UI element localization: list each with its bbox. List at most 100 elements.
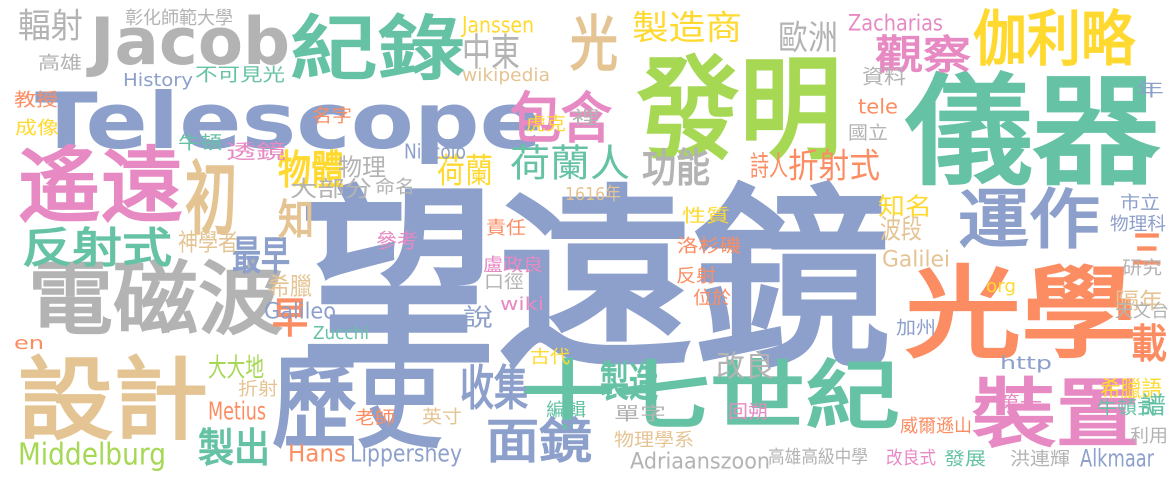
word-108: 回朔 [728, 401, 768, 424]
word-32: Middelburg [18, 436, 167, 473]
word-24: 輻射 [18, 6, 83, 47]
word-10: 遙遠 [18, 137, 184, 234]
word-74: 名字 [312, 105, 352, 128]
word-107: 單字 [614, 403, 666, 426]
word-89: wiki [500, 293, 544, 316]
word-25: 物體 [278, 146, 345, 194]
word-31: 最早 [232, 232, 291, 280]
word-62: Niccolò [404, 140, 467, 165]
word-23: 荷蘭人 [510, 142, 631, 187]
word-3: 發明 [637, 45, 842, 176]
word-91: 市立 [1120, 192, 1160, 215]
word-70: 裡 [572, 107, 600, 130]
word-104: 老師 [355, 407, 395, 430]
word-43: Zacharias [848, 9, 944, 37]
word-51: Galilei [882, 245, 951, 273]
word-63: http [1000, 352, 1053, 375]
word-81: 1616年 [565, 183, 621, 206]
word-84: 洛杉磯 [677, 235, 742, 258]
word-42: Adriaanszoon [630, 447, 771, 475]
word-45: 詩人 [750, 150, 789, 184]
word-38: 載 [1131, 320, 1168, 368]
word-69: 虎克 [526, 113, 566, 136]
word-111: 高雄高級中學 [768, 446, 868, 469]
word-50: 大部分 [290, 175, 373, 203]
word-82: 性質 [682, 205, 731, 228]
word-92: 物理科 [1110, 213, 1166, 236]
word-7: 歷史 [272, 346, 443, 463]
word-28: 製出 [198, 424, 271, 472]
word-6: 十七世紀 [520, 353, 901, 441]
word-90: Zucchi [313, 322, 370, 345]
word-27: 收集 [460, 360, 529, 417]
word-85: 盧政良 [483, 254, 543, 277]
word-71: 資料 [862, 65, 906, 90]
word-21: 觀察 [875, 31, 971, 79]
word-56: 大大地 [208, 352, 265, 384]
word-65: 高雄 [38, 52, 82, 75]
word-35: 製造 [600, 358, 658, 408]
word-97: 牛頓式 [1097, 397, 1157, 420]
word-114: 洪連輝 [1010, 448, 1070, 471]
word-101: 折射 [238, 378, 278, 401]
word-76: 透鏡 [226, 140, 287, 165]
word-72: 教授 [14, 89, 58, 112]
word-105: 英寸 [422, 406, 462, 429]
word-57: Metius [208, 397, 266, 427]
word-112: 改良式 [886, 447, 936, 470]
word-55: 參考 [376, 229, 419, 254]
word-39: Lippershey [350, 440, 463, 469]
word-4: Telescope [35, 75, 542, 167]
word-110: 威爾遜山 [900, 415, 973, 438]
word-8: 設計 [18, 347, 209, 453]
word-95: org [986, 275, 1017, 298]
word-100: en [14, 332, 45, 355]
word-93: 研究 [1122, 257, 1162, 280]
word-52: Galileo [264, 297, 337, 325]
word-83: 責任 [486, 217, 526, 240]
word-78: 國立 [848, 122, 888, 145]
word-103: 編輯 [546, 399, 586, 422]
word-109: 第一 [998, 392, 1042, 415]
word-1: 望遠鏡 [300, 168, 891, 396]
word-12: Jacob [90, 4, 291, 81]
word-36: 早 [272, 294, 309, 344]
word-75: 牛頓 [178, 132, 222, 155]
word-87: 反射 [676, 265, 716, 288]
word-98: 譜 [1140, 392, 1167, 421]
word-13: 裝置 [972, 371, 1140, 459]
word-26: 功能 [642, 144, 711, 192]
word-67: History [123, 69, 193, 92]
word-49: 物理 [338, 154, 387, 183]
word-113: 發展 [944, 448, 986, 471]
word-30: 荷蘭 [437, 151, 493, 192]
word-37: 知 [278, 196, 315, 246]
word-2: 儀器 [905, 62, 1160, 202]
word-58: 改良 [716, 348, 774, 385]
word-33: 歐洲 [778, 18, 839, 59]
word-22: 製造商 [632, 8, 743, 49]
word-53: 神學者 [178, 229, 239, 258]
word-15: 伽利略 [973, 4, 1136, 75]
word-88: 位於 [693, 287, 732, 310]
word-79: 年 [1136, 79, 1164, 102]
word-102: 古代 [530, 346, 570, 369]
word-16: 光 [570, 9, 618, 80]
word-41: Alkmaar [1080, 445, 1154, 474]
word-47: 波段 [880, 213, 923, 246]
word-60: 隔年 [1115, 287, 1163, 315]
word-48: 三 [1132, 226, 1163, 274]
word-96: 加州 [896, 317, 936, 340]
word-9: 電磁波 [28, 253, 284, 347]
word-20: 面鏡 [486, 413, 593, 470]
word-106: 物理學系 [614, 429, 694, 452]
word-61: 說 [463, 304, 494, 333]
word-59: 希臘語 [1100, 375, 1162, 403]
word-68: wikipedia [462, 64, 551, 87]
word-44: Janssen [462, 11, 534, 39]
word-19: 反射式 [22, 224, 173, 274]
word-54: 希臘 [268, 273, 313, 302]
word-17: 初 [185, 153, 238, 247]
word-80: 命名 [375, 176, 415, 199]
